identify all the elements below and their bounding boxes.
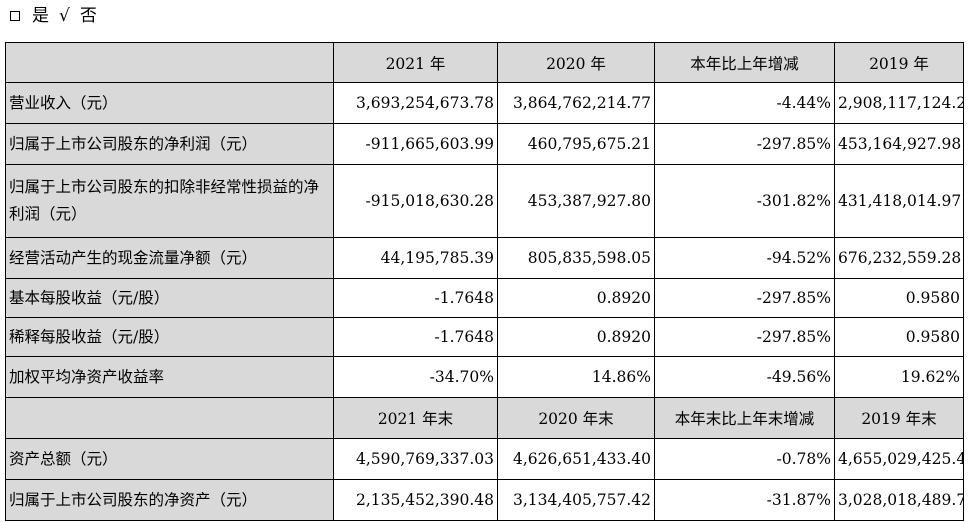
row-label: 营业收入（元） [5, 82, 334, 124]
table-cell: 44,195,785.39 [333, 237, 498, 279]
table-row: 营业收入（元） 3,693,254,673.78 3,864,762,214.7… [5, 82, 964, 124]
table-row: 归属于上市公司股东的净资产（元） 2,135,452,390.48 3,134,… [5, 479, 964, 521]
table-row: 稀释每股收益（元/股） -1.7648 0.8920 -297.85% 0.95… [5, 317, 964, 357]
table-cell: 805,835,598.05 [497, 237, 655, 279]
table-cell: 4,655,029,425.44 [834, 438, 964, 480]
table-cell: 676,232,559.28 [834, 237, 964, 279]
row-label: 归属于上市公司股东的扣除非经常性损益的净利润（元） [5, 164, 334, 238]
header-row: 2021 年 2020 年 本年比上年增减 2019 年 [5, 42, 964, 83]
table-cell: -301.82% [654, 164, 835, 238]
table-cell: -0.78% [654, 438, 835, 480]
table-cell: 14.86% [497, 356, 655, 398]
checkbox-icon [10, 11, 20, 21]
table-row: 经营活动产生的现金流量净额（元） 44,195,785.39 805,835,5… [5, 237, 964, 279]
table-cell: 2,908,117,124.29 [834, 82, 964, 124]
table-cell: -31.87% [654, 479, 835, 521]
table-cell: -297.85% [654, 278, 835, 318]
row-label: 加权平均净资产收益率 [5, 356, 334, 398]
header-cell: 2020 年末 [497, 397, 655, 439]
header-cell [5, 42, 334, 83]
table-cell: 3,028,018,489.77 [834, 479, 964, 521]
table-cell: 4,590,769,337.03 [333, 438, 498, 480]
header-cell [5, 397, 334, 439]
row-label: 归属于上市公司股东的净资产（元） [5, 479, 334, 521]
table-row: 资产总额（元） 4,590,769,337.03 4,626,651,433.4… [5, 438, 964, 480]
table-cell: 0.9580 [834, 278, 964, 318]
table-cell: -94.52% [654, 237, 835, 279]
table-cell: -1.7648 [333, 278, 498, 318]
header-cell: 2020 年 [497, 42, 655, 83]
header-cell: 2019 年 [834, 42, 964, 83]
table-cell: 0.8920 [497, 317, 655, 357]
table-cell: -915,018,630.28 [333, 164, 498, 238]
table-row: 归属于上市公司股东的净利润（元） -911,665,603.99 460,795… [5, 123, 964, 165]
table-cell: 19.62% [834, 356, 964, 398]
header-cell: 2019 年末 [834, 397, 964, 439]
financial-summary-table: 2021 年 2020 年 本年比上年增减 2019 年 营业收入（元） 3,6… [5, 42, 964, 521]
header-row: 2021 年末 2020 年末 本年末比上年末增减 2019 年末 [5, 397, 964, 439]
table-cell: 460,795,675.21 [497, 123, 655, 165]
checkmark-icon: √ [59, 6, 70, 26]
table-cell: -911,665,603.99 [333, 123, 498, 165]
option-no-label: 否 [79, 6, 97, 26]
table-cell: -4.44% [654, 82, 835, 124]
table-cell: 3,693,254,673.78 [333, 82, 498, 124]
row-label: 基本每股收益（元/股） [5, 278, 334, 318]
header-cell: 2021 年 [333, 42, 498, 83]
table-cell: -1.7648 [333, 317, 498, 357]
table-cell: 453,164,927.98 [834, 123, 964, 165]
table-row: 归属于上市公司股东的扣除非经常性损益的净利润（元） -915,018,630.2… [5, 164, 964, 238]
table-cell: -297.85% [654, 317, 835, 357]
row-label: 归属于上市公司股东的净利润（元） [5, 123, 334, 165]
restatement-options: 是 √ 否 [10, 4, 97, 28]
row-label: 稀释每股收益（元/股） [5, 317, 334, 357]
table-cell: 2,135,452,390.48 [333, 479, 498, 521]
table-cell: 0.8920 [497, 278, 655, 318]
row-label: 资产总额（元） [5, 438, 334, 480]
header-cell: 本年末比上年末增减 [654, 397, 835, 439]
header-cell: 2021 年末 [333, 397, 498, 439]
table-cell: -49.56% [654, 356, 835, 398]
table-row: 加权平均净资产收益率 -34.70% 14.86% -49.56% 19.62% [5, 356, 964, 398]
table-row: 基本每股收益（元/股） -1.7648 0.8920 -297.85% 0.95… [5, 278, 964, 318]
table-cell: 3,864,762,214.77 [497, 82, 655, 124]
header-cell: 本年比上年增减 [654, 42, 835, 83]
table-cell: 4,626,651,433.40 [497, 438, 655, 480]
table-cell: 431,418,014.97 [834, 164, 964, 238]
row-label: 经营活动产生的现金流量净额（元） [5, 237, 334, 279]
table-cell: -297.85% [654, 123, 835, 165]
table-cell: -34.70% [333, 356, 498, 398]
table-cell: 0.9580 [834, 317, 964, 357]
table-cell: 453,387,927.80 [497, 164, 655, 238]
table-cell: 3,134,405,757.42 [497, 479, 655, 521]
option-yes-label: 是 [32, 6, 49, 26]
